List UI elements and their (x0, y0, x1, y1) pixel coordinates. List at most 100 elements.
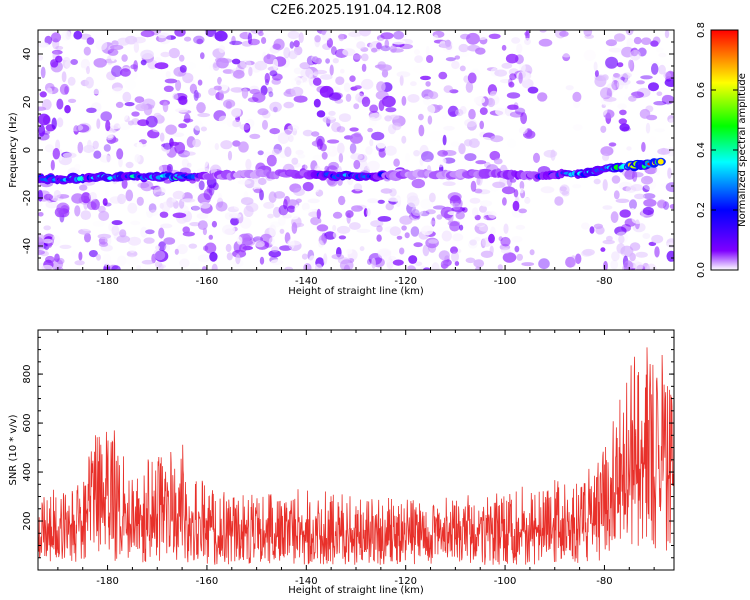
spectrogram-point (429, 130, 443, 141)
spectrogram-point (327, 145, 338, 157)
spectrogram-point (401, 95, 407, 106)
spectrogram-point (74, 260, 85, 266)
spectrogram-point (428, 239, 438, 244)
spectrogram-point (658, 52, 667, 58)
spectrogram-point (204, 242, 217, 254)
spectrogram-xtick-label: -160 (196, 276, 219, 287)
spectrogram-point (177, 244, 188, 255)
spectrogram-point (321, 151, 328, 160)
spectrogram-point (119, 229, 127, 238)
spectrogram-point (387, 196, 402, 202)
spectrogram-point (328, 146, 333, 153)
spectrogram-point (429, 192, 436, 203)
spectrogram-point (294, 204, 300, 216)
spectrogram-point (371, 131, 385, 141)
spectrogram-point (603, 96, 617, 102)
spectrogram-point (511, 236, 523, 243)
spectrogram-point (652, 36, 661, 45)
spectrogram-point (640, 75, 653, 80)
spectrogram-point (312, 154, 323, 161)
spectrogram-point (215, 201, 228, 212)
spectrogram-point (331, 46, 337, 56)
spectrogram-point (396, 71, 411, 78)
spectrogram-point (297, 153, 306, 159)
spectrogram-point (503, 223, 509, 234)
spectrogram-point (194, 92, 202, 99)
spectrogram-point (312, 77, 322, 86)
spectrogram-point (187, 162, 192, 168)
spectrogram-point (124, 102, 135, 107)
spectrogram-point (229, 106, 241, 118)
spectrogram-point (68, 98, 77, 103)
spectrogram-point (600, 247, 606, 252)
spectrogram-point (584, 34, 594, 39)
spectrogram-point (459, 224, 464, 231)
spectrogram-point (474, 222, 489, 235)
spectrogram-point (174, 248, 179, 255)
spectrogram-point (196, 167, 210, 173)
spectrogram-point (655, 47, 664, 53)
spectrogram-point (629, 242, 641, 251)
spectrogram-point (48, 31, 59, 37)
spectrogram-point (516, 71, 530, 81)
snr-xtick-label: -100 (494, 576, 517, 587)
snr-line (38, 347, 674, 565)
spectrogram-point (220, 79, 229, 92)
spectrogram-point (41, 264, 53, 270)
spectrogram-point (102, 198, 108, 206)
spectrogram-point (413, 150, 420, 157)
spectrogram-point (376, 225, 383, 233)
spectrogram-point (184, 36, 192, 42)
spectrogram-point (237, 103, 242, 108)
spectrogram-point (611, 175, 621, 184)
spectrogram-point (474, 188, 483, 194)
spectrogram-point (293, 67, 302, 75)
spectrogram-panel: -180 -160 -140 -120 -100 -80 -40 -20 0 20 40 Heigh… (8, 29, 675, 297)
spectrogram-point (507, 104, 519, 110)
spectrogram-point (178, 54, 185, 62)
spectrogram-point (38, 55, 44, 61)
spectrogram-point (330, 44, 340, 51)
spectrogram-point (189, 263, 200, 270)
spectrogram-point (616, 243, 626, 254)
spectrogram-point (116, 235, 130, 243)
spectrogram-point (43, 225, 51, 231)
spectrogram-point (642, 193, 656, 200)
spectrogram-point (188, 243, 198, 249)
spectrogram-point (197, 79, 203, 86)
spectrogram-point (376, 42, 382, 50)
spectrogram-point (349, 143, 357, 154)
spectrogram-point (193, 89, 199, 102)
spectrogram-point (614, 33, 626, 42)
spectrogram-point (326, 112, 337, 120)
spectrogram-point (443, 85, 454, 93)
spectrogram-point (439, 157, 447, 166)
spectrogram-point (154, 261, 163, 268)
spectrogram-point (230, 87, 244, 93)
band-peak (657, 158, 664, 165)
spectrogram-point (80, 210, 92, 221)
spectrogram-point (573, 262, 585, 270)
spectrogram-point (430, 220, 436, 225)
spectrogram-point (367, 198, 379, 204)
snr-panel: -180 -160 -140 -120 -100 -80 200 400 600 800 Heig… (8, 329, 675, 596)
spectrogram-point (220, 140, 233, 150)
spectrogram-point (175, 79, 182, 92)
spectrogram-point (657, 148, 671, 155)
spectrogram-point (59, 244, 72, 249)
spectrogram-point (439, 39, 453, 49)
spectrogram-point (616, 79, 624, 90)
spectrogram-point (353, 103, 360, 110)
spectrogram-point (600, 146, 614, 157)
spectrogram-point (649, 136, 657, 145)
spectrogram-point (438, 250, 450, 261)
spectrogram-point (332, 211, 343, 219)
spectrogram-point (660, 182, 674, 188)
spectrogram-point (476, 177, 481, 186)
spectrogram-point (96, 118, 101, 129)
spectrogram-point (254, 240, 265, 248)
spectrogram-point (306, 55, 316, 66)
spectrogram-point (326, 37, 333, 48)
spectrogram-point (630, 207, 636, 214)
spectrogram-point (272, 43, 281, 50)
